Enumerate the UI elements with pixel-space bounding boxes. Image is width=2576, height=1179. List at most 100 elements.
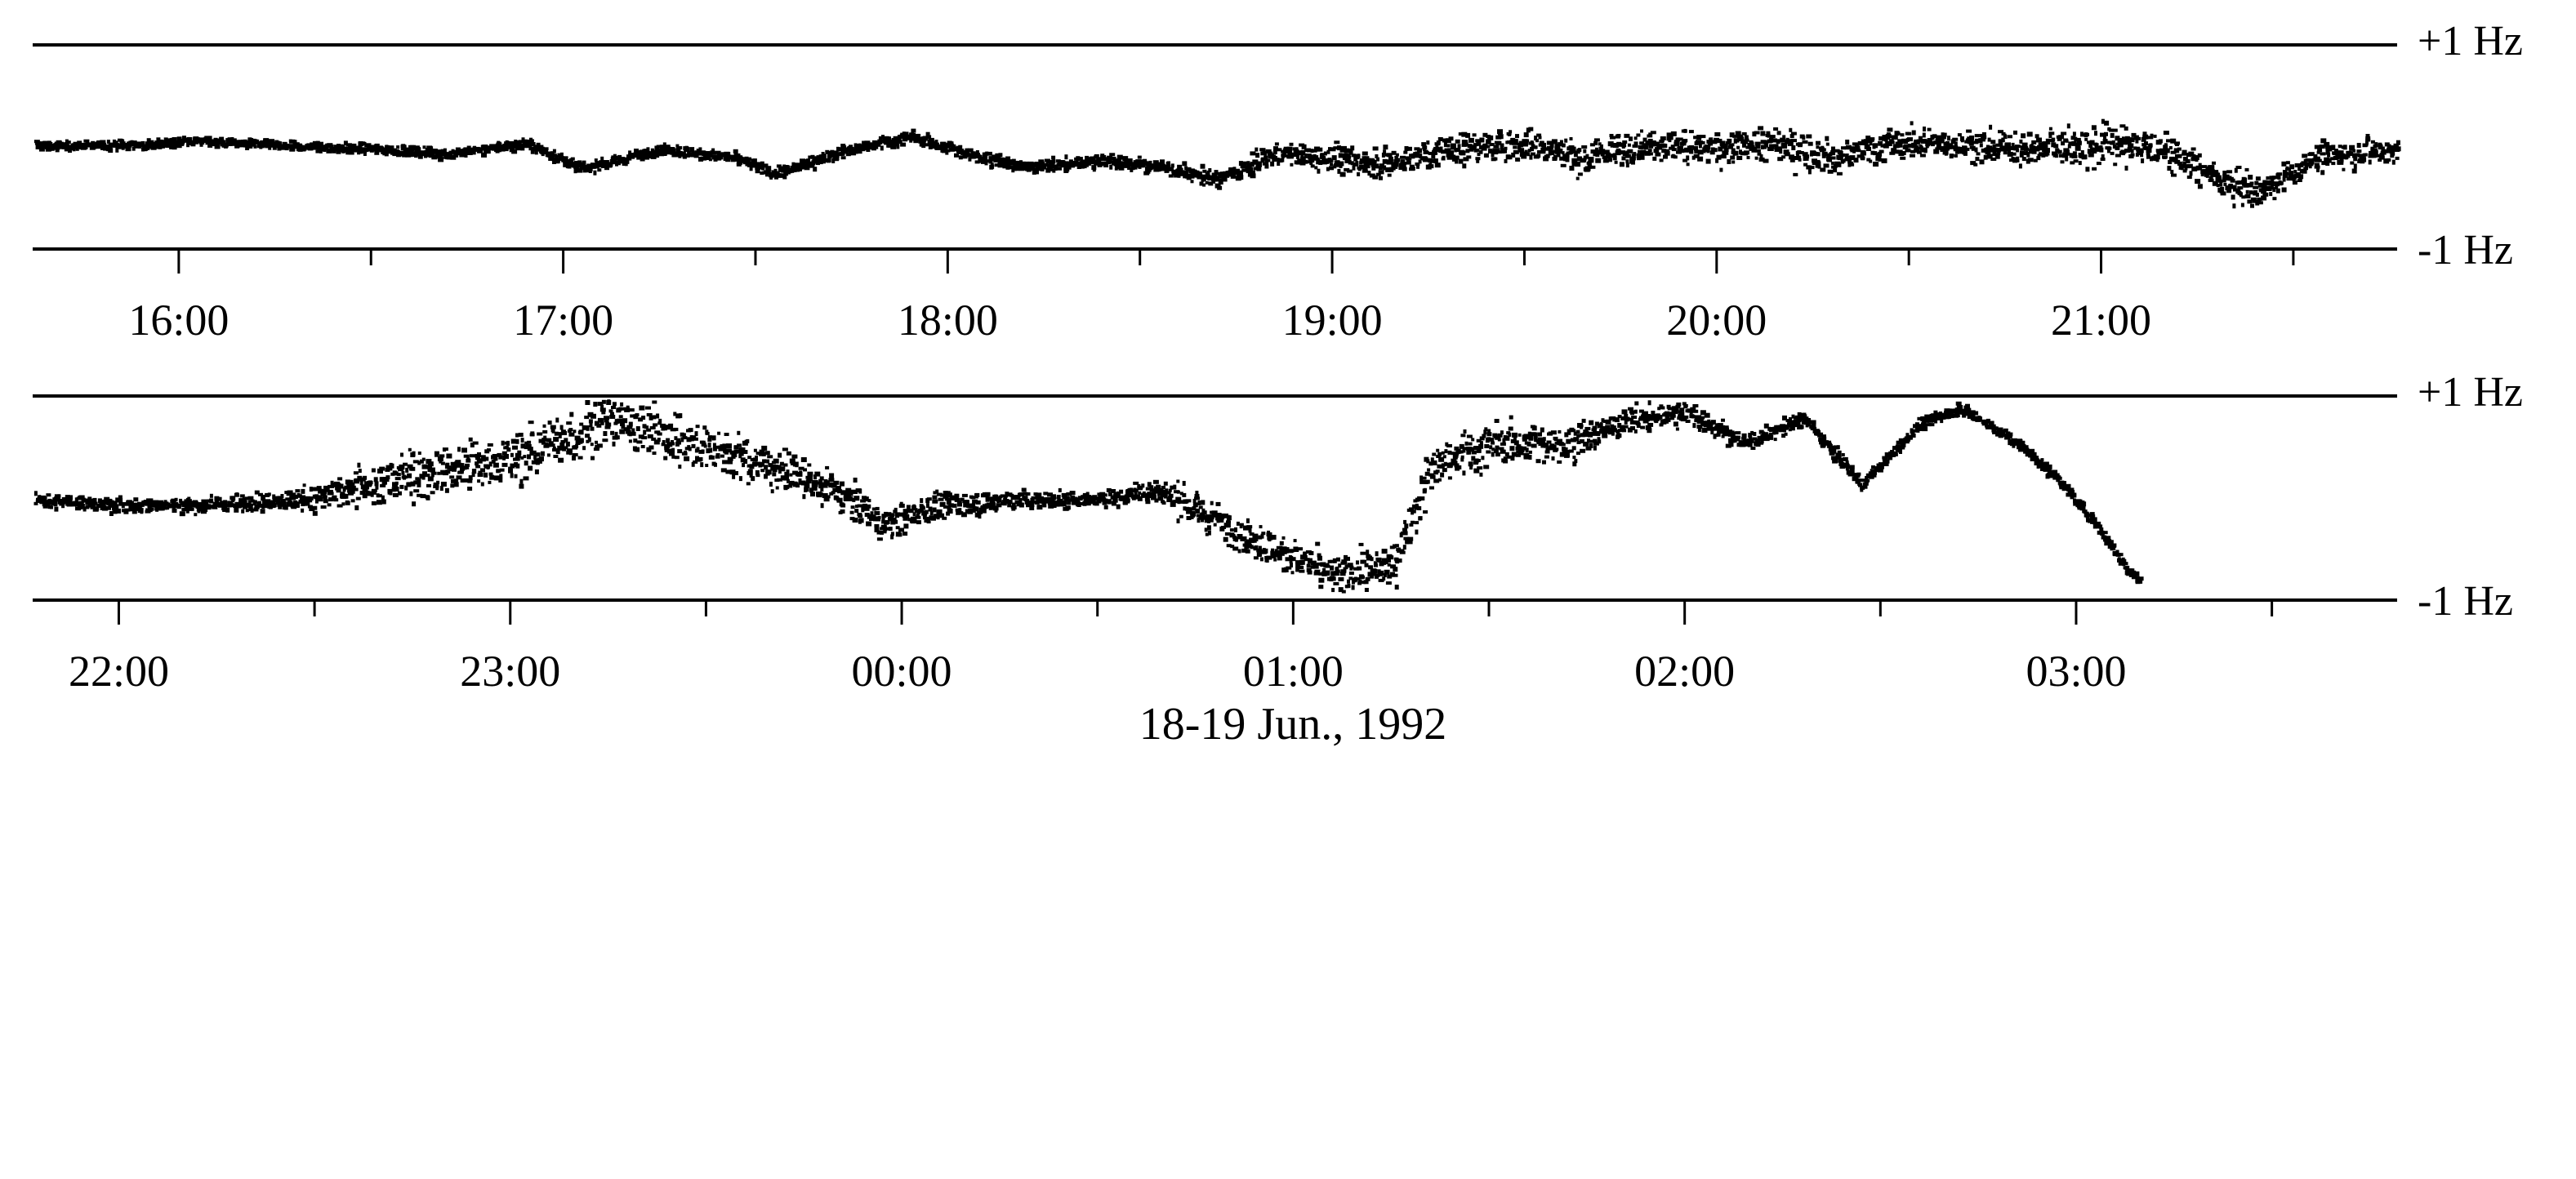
data-point xyxy=(1794,156,1800,160)
data-point xyxy=(770,172,774,178)
data-point xyxy=(828,154,833,158)
data-point xyxy=(69,495,73,501)
data-point xyxy=(1395,161,1398,166)
data-point xyxy=(2072,151,2077,156)
data-point xyxy=(2222,171,2227,175)
data-point xyxy=(780,475,785,481)
data-point xyxy=(2373,148,2378,153)
data-point xyxy=(720,454,724,458)
data-point xyxy=(434,155,438,159)
data-point xyxy=(1407,157,1412,161)
data-point xyxy=(1561,143,1566,148)
data-point xyxy=(1647,139,1653,142)
data-point xyxy=(1631,159,1635,165)
data-point xyxy=(614,155,618,161)
data-point xyxy=(904,509,908,514)
data-point xyxy=(1787,140,1794,146)
data-point xyxy=(852,518,858,523)
data-point xyxy=(2021,157,2026,162)
data-point xyxy=(223,500,228,504)
data-point xyxy=(1811,166,1815,170)
data-point xyxy=(1314,166,1318,170)
data-point xyxy=(1902,145,1906,149)
data-point xyxy=(881,516,885,522)
data-point xyxy=(539,146,545,150)
data-point xyxy=(79,496,85,501)
data-point xyxy=(1114,158,1118,164)
data-point xyxy=(2261,184,2267,189)
data-point xyxy=(1005,156,1011,162)
data-point xyxy=(328,497,333,502)
data-point xyxy=(113,509,118,513)
data-point xyxy=(318,495,323,499)
data-point xyxy=(738,451,744,456)
data-point xyxy=(2003,150,2008,155)
data-point xyxy=(2255,193,2259,197)
data-point xyxy=(990,162,994,167)
data-point xyxy=(787,484,793,488)
data-point xyxy=(618,407,622,412)
data-point xyxy=(1569,137,1573,140)
data-point xyxy=(1681,149,1685,153)
data-point xyxy=(1649,152,1653,156)
data-point xyxy=(2115,145,2120,150)
data-point xyxy=(786,469,790,474)
data-point xyxy=(2139,148,2144,153)
data-point xyxy=(504,454,509,459)
data-point xyxy=(749,167,753,171)
data-point xyxy=(375,485,379,490)
data-point xyxy=(1869,159,1873,163)
data-point xyxy=(1386,153,1393,158)
data-point xyxy=(2068,141,2073,146)
data-point xyxy=(1293,152,1297,158)
data-point xyxy=(534,151,538,155)
data-point xyxy=(2048,127,2052,131)
data-point xyxy=(50,505,53,509)
data-point xyxy=(603,431,608,436)
data-point xyxy=(910,136,916,141)
data-point xyxy=(118,497,123,501)
data-point xyxy=(1253,160,1259,165)
data-point xyxy=(599,421,604,425)
data-point xyxy=(1479,137,1485,143)
data-point xyxy=(219,501,225,505)
data-point xyxy=(1659,158,1664,162)
data-point xyxy=(1524,149,1528,155)
data-point xyxy=(625,158,630,164)
data-point xyxy=(1297,158,1302,164)
data-point xyxy=(253,500,257,504)
data-point xyxy=(487,443,493,447)
data-point xyxy=(2129,154,2134,158)
data-point xyxy=(1308,158,1315,163)
data-point xyxy=(694,431,698,437)
data-point xyxy=(2205,166,2210,171)
data-point xyxy=(1670,145,1675,149)
data-point xyxy=(2247,183,2253,188)
data-point xyxy=(835,157,839,162)
data-point xyxy=(772,465,778,469)
data-point xyxy=(518,433,524,437)
data-point xyxy=(1000,157,1005,162)
data-point xyxy=(1214,183,1221,189)
data-point xyxy=(56,496,60,501)
data-point xyxy=(849,517,855,521)
data-point xyxy=(691,151,695,156)
data-point xyxy=(524,460,528,466)
data-point xyxy=(530,431,535,437)
x-tick-label: 21:00 xyxy=(2051,296,2151,345)
data-point xyxy=(1610,136,1616,140)
data-point xyxy=(1358,164,1364,170)
data-point xyxy=(670,428,676,432)
data-point xyxy=(2362,144,2368,148)
data-point xyxy=(1331,155,1337,161)
data-point xyxy=(751,461,757,467)
data-point xyxy=(590,426,595,431)
data-point xyxy=(1289,142,1294,146)
data-point xyxy=(345,479,350,485)
data-point xyxy=(1403,150,1408,154)
data-point xyxy=(1445,138,1451,144)
data-point xyxy=(1807,141,1813,146)
data-point xyxy=(836,496,840,501)
data-point xyxy=(2296,172,2301,176)
data-point xyxy=(653,415,657,420)
